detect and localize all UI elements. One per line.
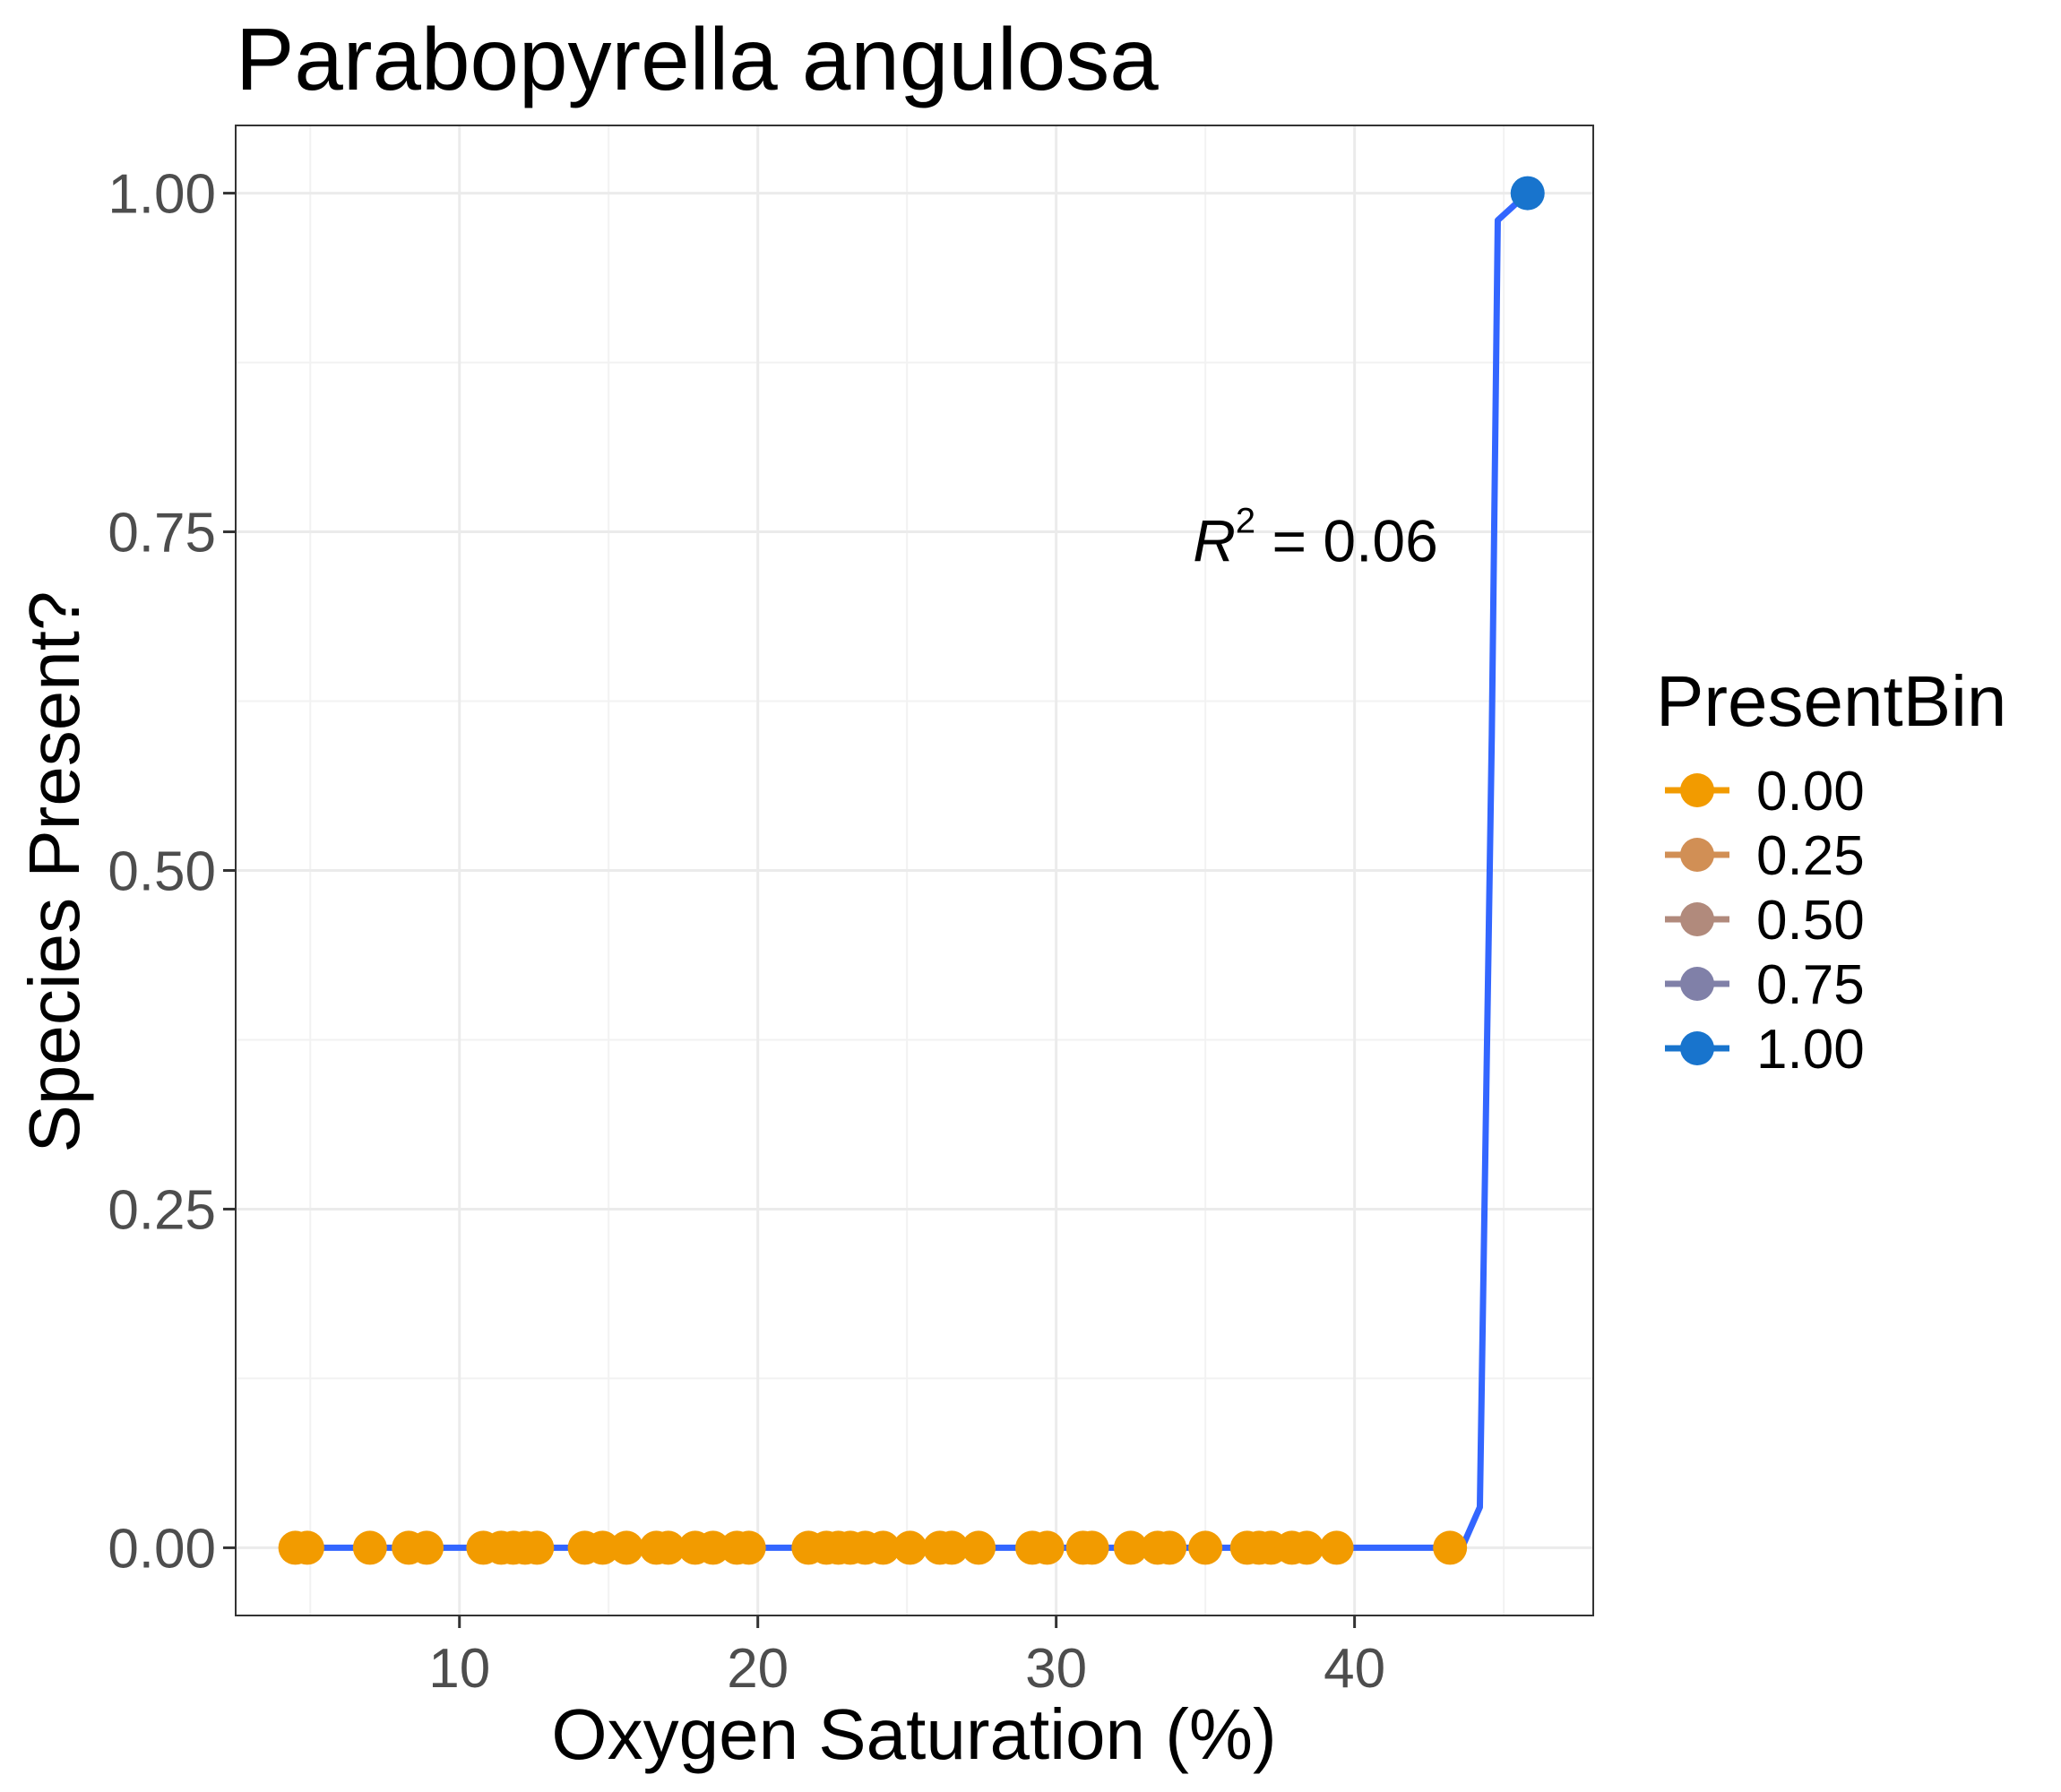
- annotation-r: R: [1193, 508, 1236, 574]
- data-point: [962, 1530, 996, 1565]
- x-tick-label: 30: [1025, 1638, 1087, 1700]
- legend-label: 0.25: [1756, 825, 1865, 887]
- x-tick-label: 10: [428, 1638, 490, 1700]
- y-tick-label: 0.50: [108, 841, 216, 903]
- chart-title: Parabopyrella angulosa: [236, 10, 1159, 108]
- y-axis: 0.00 0.25 0.50 0.75 1.00: [108, 164, 236, 1580]
- data-point: [1188, 1530, 1223, 1565]
- data-point: [1152, 1530, 1187, 1565]
- y-tick-label: 1.00: [108, 164, 216, 226]
- legend-key-point: [1680, 838, 1714, 872]
- data-point: [1319, 1530, 1354, 1565]
- data-point: [1030, 1530, 1065, 1565]
- x-axis: 10 20 30 40: [428, 1615, 1385, 1700]
- data-point: [1289, 1530, 1324, 1565]
- legend-label: 0.00: [1756, 761, 1865, 823]
- data-point: [1433, 1530, 1468, 1565]
- legend-label: 0.75: [1756, 954, 1865, 1016]
- data-point: [1074, 1530, 1109, 1565]
- x-axis-title: Oxygen Saturation (%): [551, 1694, 1276, 1774]
- data-point: [1510, 176, 1545, 211]
- legend-key-point: [1680, 773, 1714, 807]
- data-point: [866, 1530, 901, 1565]
- x-tick-label: 40: [1324, 1638, 1385, 1700]
- y-axis-title: Species Present?: [14, 590, 94, 1152]
- data-point: [893, 1530, 927, 1565]
- data-point: [585, 1530, 620, 1565]
- legend-key-point: [1680, 1031, 1714, 1065]
- annotation-superscript: 2: [1236, 502, 1255, 541]
- data-point: [352, 1530, 387, 1565]
- legend: PresentBin 0.000.250.500.751.00: [1656, 661, 2006, 1081]
- legend-label: 0.50: [1756, 890, 1865, 952]
- data-point: [410, 1530, 444, 1565]
- r-squared-annotation: R2 = 0.06: [1193, 502, 1438, 574]
- legend-key-point: [1680, 967, 1714, 1001]
- legend-title: PresentBin: [1656, 661, 2006, 741]
- data-point: [935, 1530, 970, 1565]
- legend-key-point: [1680, 902, 1714, 936]
- y-tick-label: 0.25: [108, 1179, 216, 1241]
- data-point: [695, 1530, 730, 1565]
- legend-label: 1.00: [1756, 1019, 1865, 1081]
- data-point: [289, 1530, 324, 1565]
- points-layer: [278, 176, 1545, 1565]
- y-tick-label: 0.00: [108, 1518, 216, 1580]
- data-point: [651, 1530, 686, 1565]
- data-point: [609, 1530, 644, 1565]
- annotation-value: = 0.06: [1255, 508, 1438, 574]
- data-point: [731, 1530, 766, 1565]
- data-point: [1113, 1530, 1148, 1565]
- y-tick-label: 0.75: [108, 503, 216, 564]
- x-tick-label: 20: [727, 1638, 789, 1700]
- data-point: [520, 1530, 555, 1565]
